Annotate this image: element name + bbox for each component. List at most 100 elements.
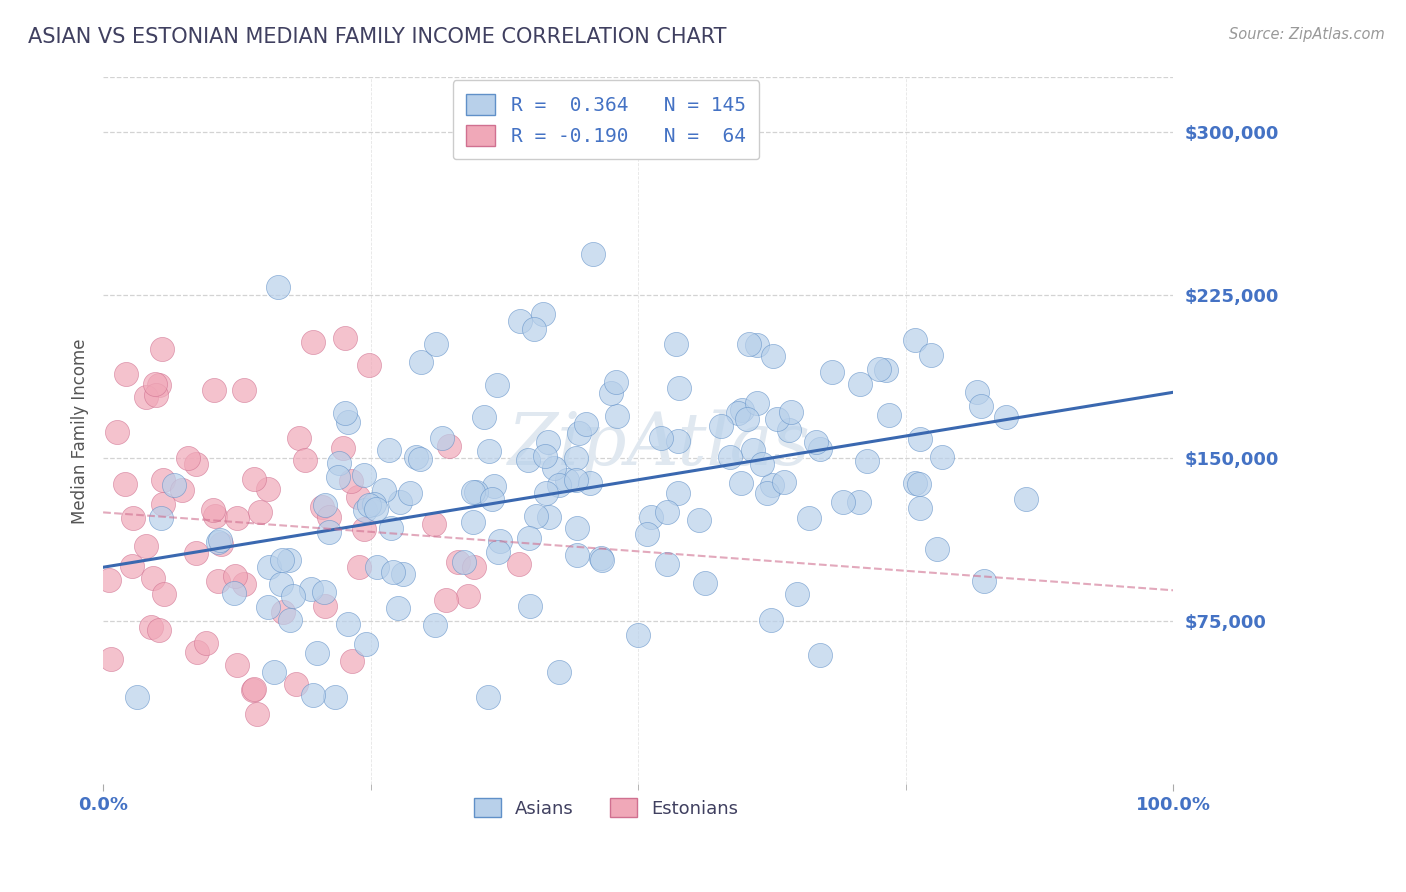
Point: [759, 613, 782, 627]
Point: [582, 247, 605, 261]
Point: [249, 505, 271, 519]
Point: [877, 409, 900, 423]
Point: [437, 439, 460, 453]
Point: [903, 333, 925, 347]
Point: [668, 381, 690, 395]
Point: [243, 472, 266, 486]
Point: [257, 560, 280, 574]
Point: [302, 688, 325, 702]
Point: [477, 690, 499, 705]
Point: [762, 349, 785, 363]
Point: [666, 486, 689, 500]
Point: [409, 355, 432, 369]
Point: [243, 682, 266, 697]
Point: [693, 576, 716, 591]
Point: [482, 479, 505, 493]
Point: [409, 452, 432, 467]
Point: [509, 314, 531, 328]
Point: [232, 384, 254, 398]
Point: [772, 475, 794, 490]
Point: [564, 473, 586, 487]
Point: [555, 473, 578, 487]
Point: [447, 555, 470, 569]
Point: [270, 576, 292, 591]
Point: [745, 337, 768, 351]
Point: [366, 560, 388, 574]
Point: [727, 406, 749, 420]
Point: [453, 555, 475, 569]
Point: [201, 503, 224, 517]
Point: [392, 566, 415, 581]
Point: [148, 623, 170, 637]
Point: [100, 651, 122, 665]
Point: [565, 548, 588, 562]
Point: [340, 474, 363, 488]
Point: [353, 522, 375, 536]
Point: [523, 322, 546, 336]
Point: [636, 527, 658, 541]
Point: [281, 589, 304, 603]
Point: [650, 431, 672, 445]
Point: [925, 541, 948, 556]
Point: [257, 482, 280, 496]
Point: [533, 449, 555, 463]
Point: [299, 582, 322, 596]
Point: [323, 690, 346, 705]
Point: [537, 435, 560, 450]
Point: [537, 510, 560, 524]
Point: [271, 605, 294, 619]
Point: [405, 450, 427, 465]
Point: [207, 535, 229, 549]
Point: [808, 442, 831, 456]
Point: [534, 486, 557, 500]
Point: [766, 412, 789, 426]
Point: [931, 450, 953, 464]
Point: [333, 406, 356, 420]
Point: [354, 637, 377, 651]
Point: [382, 565, 405, 579]
Point: [302, 334, 325, 349]
Y-axis label: Median Family Income: Median Family Income: [72, 338, 89, 524]
Point: [735, 411, 758, 425]
Point: [143, 377, 166, 392]
Point: [564, 450, 586, 465]
Point: [737, 337, 759, 351]
Point: [605, 376, 627, 390]
Point: [966, 384, 988, 399]
Text: ASIAN VS ESTONIAN MEDIAN FAMILY INCOME CORRELATION CHART: ASIAN VS ESTONIAN MEDIAN FAMILY INCOME C…: [28, 27, 727, 46]
Point: [548, 665, 571, 679]
Point: [434, 593, 457, 607]
Point: [425, 336, 447, 351]
Point: [359, 498, 381, 512]
Point: [606, 409, 628, 424]
Point: [152, 497, 174, 511]
Point: [353, 503, 375, 517]
Point: [267, 279, 290, 293]
Point: [271, 553, 294, 567]
Point: [294, 453, 316, 467]
Point: [389, 495, 412, 509]
Point: [278, 553, 301, 567]
Point: [380, 521, 402, 535]
Point: [568, 426, 591, 441]
Point: [849, 377, 872, 392]
Point: [121, 558, 143, 573]
Point: [337, 415, 360, 429]
Point: [457, 589, 479, 603]
Point: [665, 337, 688, 351]
Point: [761, 478, 783, 492]
Point: [373, 483, 395, 497]
Point: [209, 537, 232, 551]
Point: [910, 433, 932, 447]
Point: [378, 442, 401, 457]
Point: [288, 431, 311, 445]
Point: [257, 600, 280, 615]
Point: [314, 498, 336, 512]
Point: [363, 498, 385, 512]
Point: [780, 405, 803, 419]
Point: [194, 636, 217, 650]
Point: [589, 551, 612, 566]
Text: Source: ZipAtlas.com: Source: ZipAtlas.com: [1229, 27, 1385, 42]
Point: [318, 524, 340, 539]
Point: [856, 454, 879, 468]
